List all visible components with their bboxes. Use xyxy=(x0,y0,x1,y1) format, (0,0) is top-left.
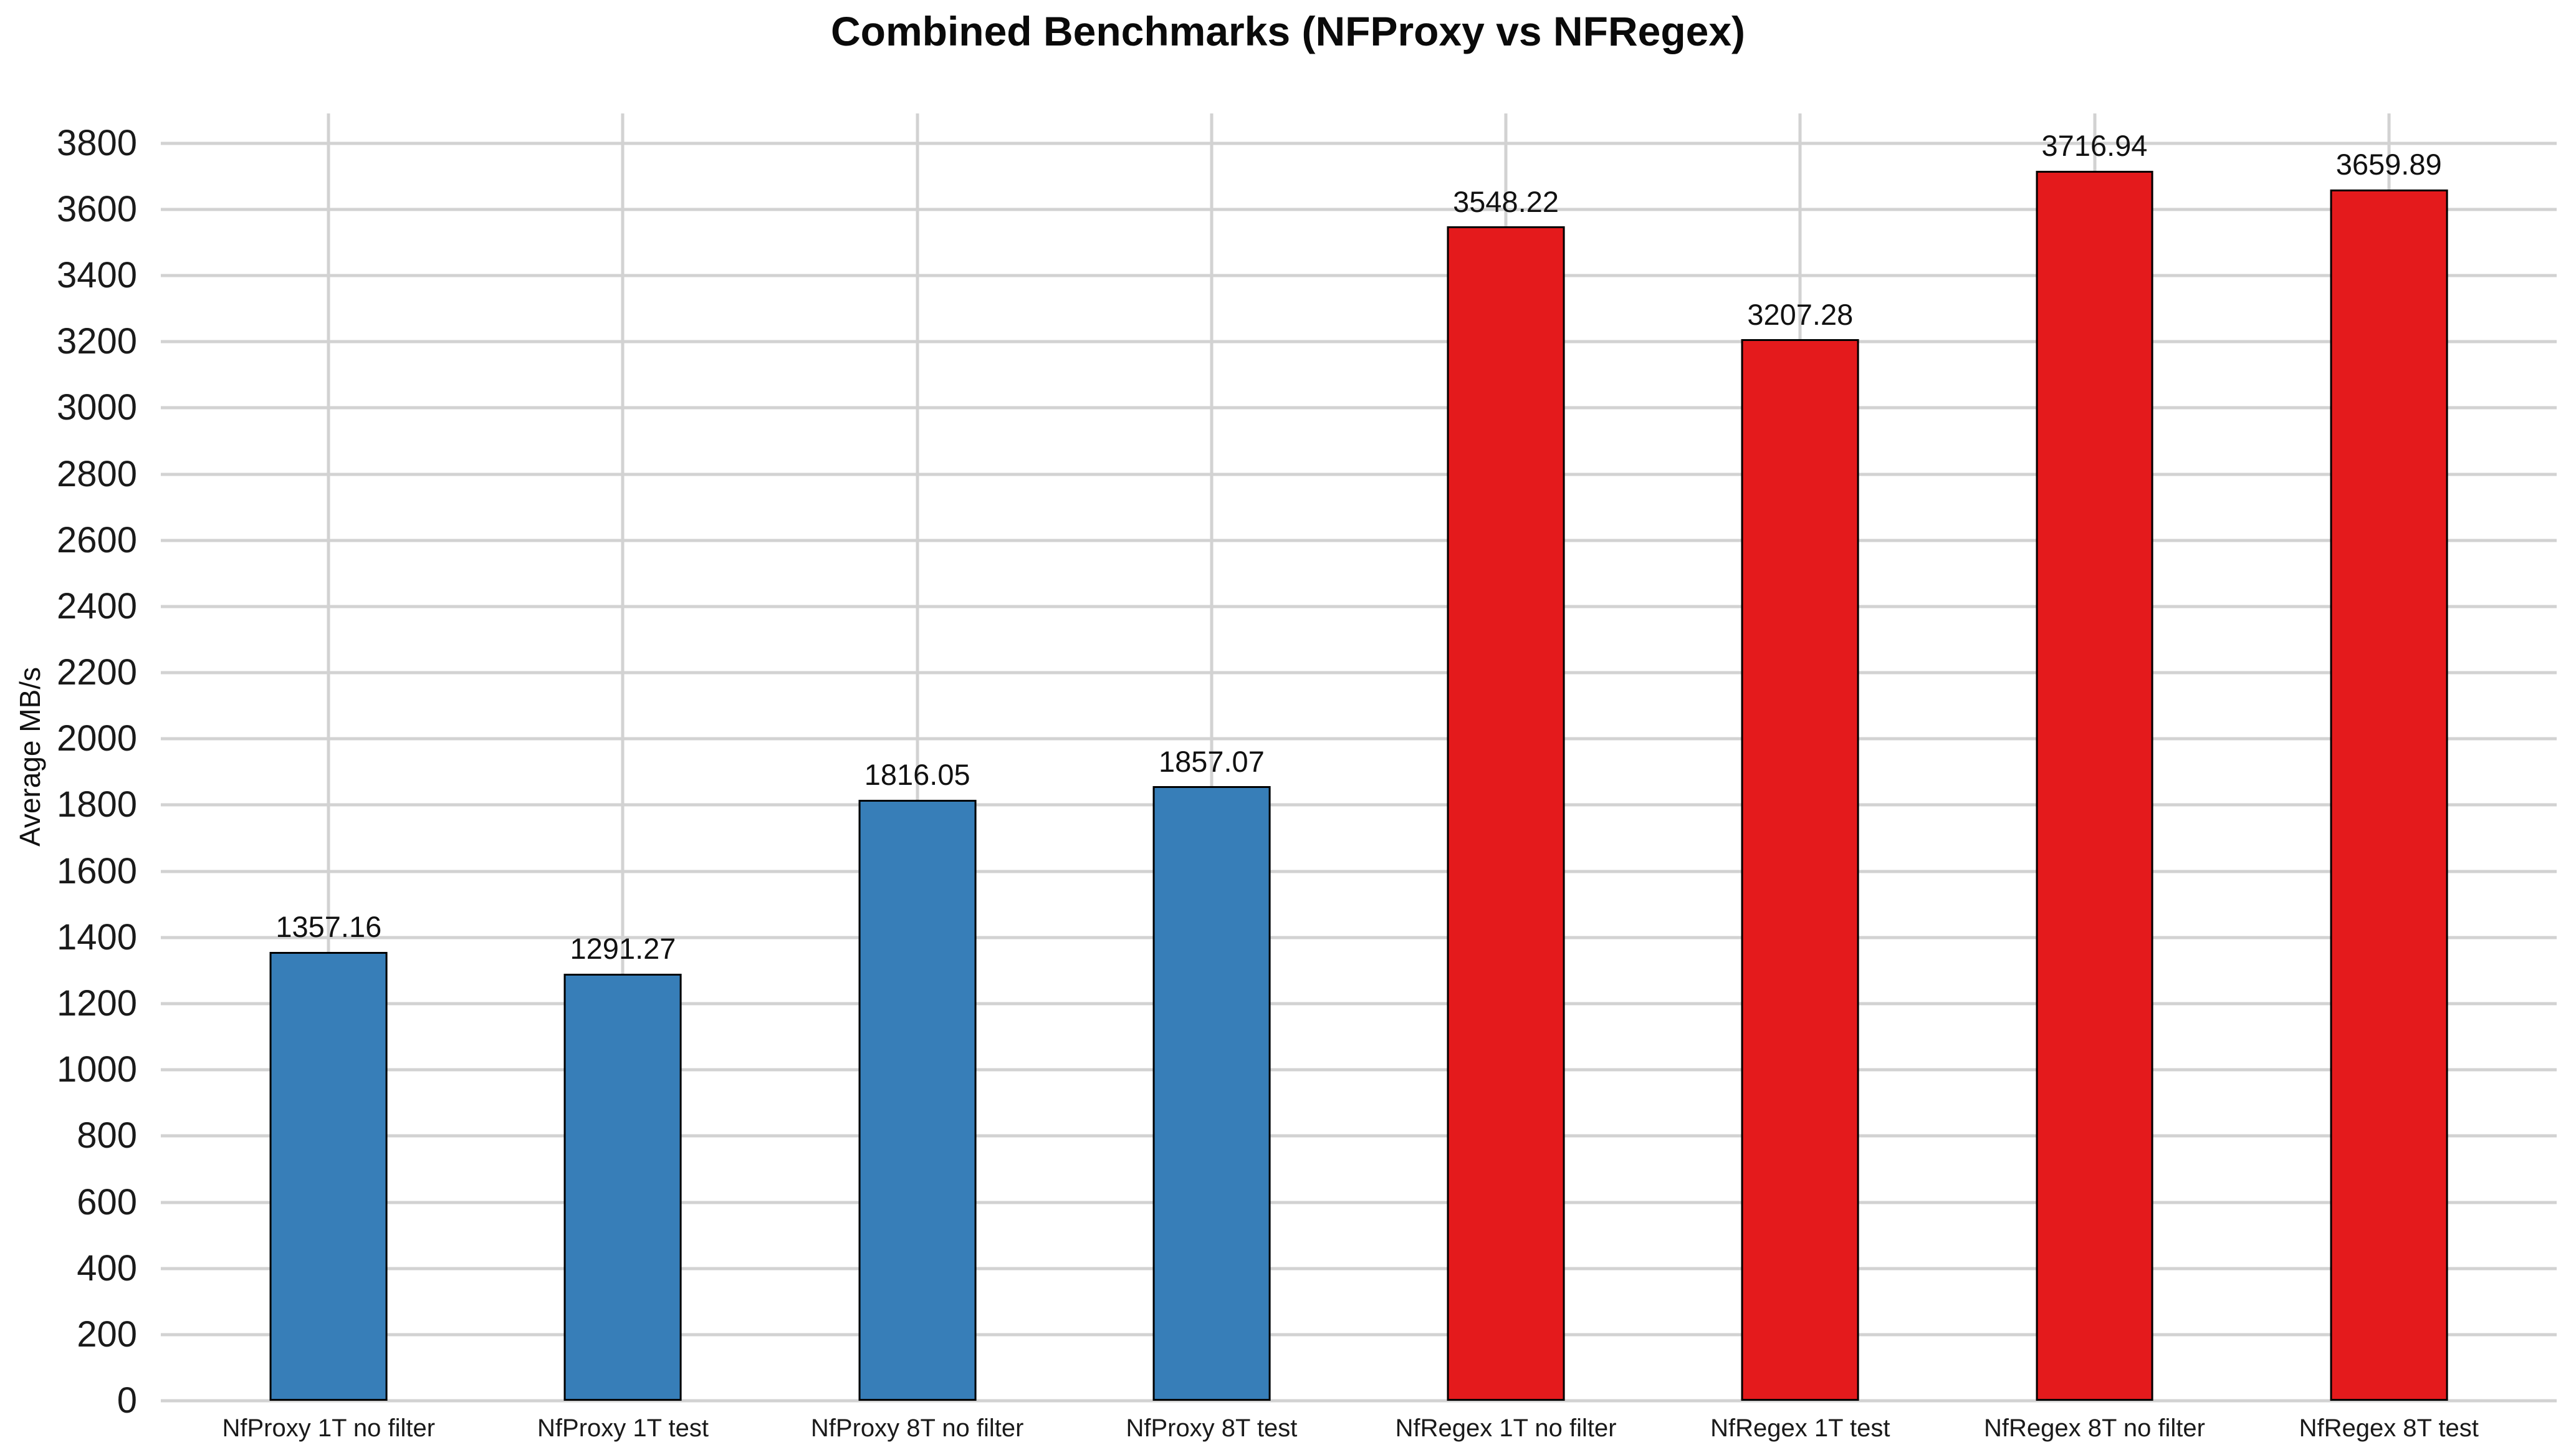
bar xyxy=(1152,786,1271,1401)
y-tick-label: 400 xyxy=(77,1247,137,1289)
y-tick-label: 2800 xyxy=(56,453,137,494)
x-tick-label: NfProxy 1T no filter xyxy=(222,1414,436,1442)
bar xyxy=(1447,226,1565,1401)
h-gridline xyxy=(161,1134,2557,1138)
h-gridline xyxy=(161,406,2557,410)
y-tick-label: 2600 xyxy=(56,519,137,560)
h-gridline xyxy=(161,870,2557,873)
y-tick-label: 2000 xyxy=(56,718,137,759)
h-gridline xyxy=(161,473,2557,476)
h-gridline xyxy=(161,1002,2557,1006)
h-gridline xyxy=(161,803,2557,807)
y-tick-label: 1400 xyxy=(56,916,137,958)
bar-value-label: 1816.05 xyxy=(864,758,970,792)
y-tick-label: 1000 xyxy=(56,1049,137,1090)
y-tick-label: 3800 xyxy=(56,122,137,163)
bar xyxy=(1741,339,1859,1401)
h-gridline xyxy=(161,208,2557,211)
y-tick-label: 800 xyxy=(77,1115,137,1156)
y-tick-label: 1200 xyxy=(56,982,137,1024)
h-gridline xyxy=(161,1068,2557,1072)
bar xyxy=(269,951,388,1401)
bar-value-label: 1857.07 xyxy=(1158,744,1265,778)
x-tick-label: NfRegex 1T no filter xyxy=(1395,1414,1617,1442)
bar xyxy=(564,973,682,1401)
v-gridline xyxy=(621,113,625,1401)
y-tick-label: 1600 xyxy=(56,850,137,891)
bar-value-label: 3659.89 xyxy=(2335,148,2442,181)
y-tick-label: 2200 xyxy=(56,652,137,693)
h-gridline xyxy=(161,340,2557,343)
bar-value-label: 1291.27 xyxy=(570,931,676,965)
h-gridline xyxy=(161,1267,2557,1270)
bar xyxy=(2330,190,2448,1401)
h-gridline xyxy=(161,274,2557,277)
x-axis-tick-labels: NfProxy 1T no filter NfProxy 1T test NfPro… xyxy=(161,1401,2557,1455)
x-tick-label: NfRegex 8T no filter xyxy=(1984,1414,2205,1442)
y-tick-label: 3400 xyxy=(56,255,137,296)
h-gridline xyxy=(161,737,2557,741)
y-tick-label: 3000 xyxy=(56,387,137,428)
y-tick-label: 2400 xyxy=(56,585,137,627)
y-tick-label: 600 xyxy=(77,1181,137,1222)
chart-title: Combined Benchmarks (NFProxy vs NFRegex) xyxy=(830,8,1746,54)
plot-area: 1357.16 1291.27 1816.05 1857.07 3548.22 3207.… xyxy=(161,113,2557,1403)
h-gridline xyxy=(161,605,2557,608)
bar-value-label: 3548.22 xyxy=(1453,185,1559,218)
h-gridline xyxy=(161,1333,2557,1337)
bar-value-label: 3207.28 xyxy=(1747,297,1854,331)
h-gridline xyxy=(161,539,2557,542)
h-gridline xyxy=(161,1399,2557,1403)
bar-value-label: 3716.94 xyxy=(2041,129,2148,163)
x-tick-label: NfProxy 8T test xyxy=(1126,1414,1298,1442)
h-gridline xyxy=(161,936,2557,939)
v-gridline xyxy=(1210,113,1214,1401)
y-tick-label: 200 xyxy=(77,1313,137,1355)
bar-value-label: 1357.16 xyxy=(275,910,382,943)
y-tick-label: 3200 xyxy=(56,321,137,362)
y-tick-label: 1800 xyxy=(56,784,137,825)
v-gridline xyxy=(327,113,330,1401)
y-axis-tick-labels: 0 200 400 600 800 1000 1200 1400 1600 1800 2000 220… xyxy=(0,113,148,1418)
x-tick-label: NfRegex 8T test xyxy=(2299,1414,2479,1442)
bar xyxy=(2036,170,2153,1401)
h-gridline xyxy=(161,1201,2557,1204)
y-tick-label: 0 xyxy=(117,1380,137,1421)
bar xyxy=(858,799,977,1401)
h-gridline xyxy=(161,671,2557,675)
y-tick-label: 3600 xyxy=(56,188,137,229)
h-gridline xyxy=(161,142,2557,145)
x-tick-label: NfRegex 1T test xyxy=(1710,1414,1890,1442)
x-tick-label: NfProxy 8T no filter xyxy=(810,1414,1024,1442)
v-gridline xyxy=(916,113,919,1401)
x-tick-label: NfProxy 1T test xyxy=(537,1414,709,1442)
